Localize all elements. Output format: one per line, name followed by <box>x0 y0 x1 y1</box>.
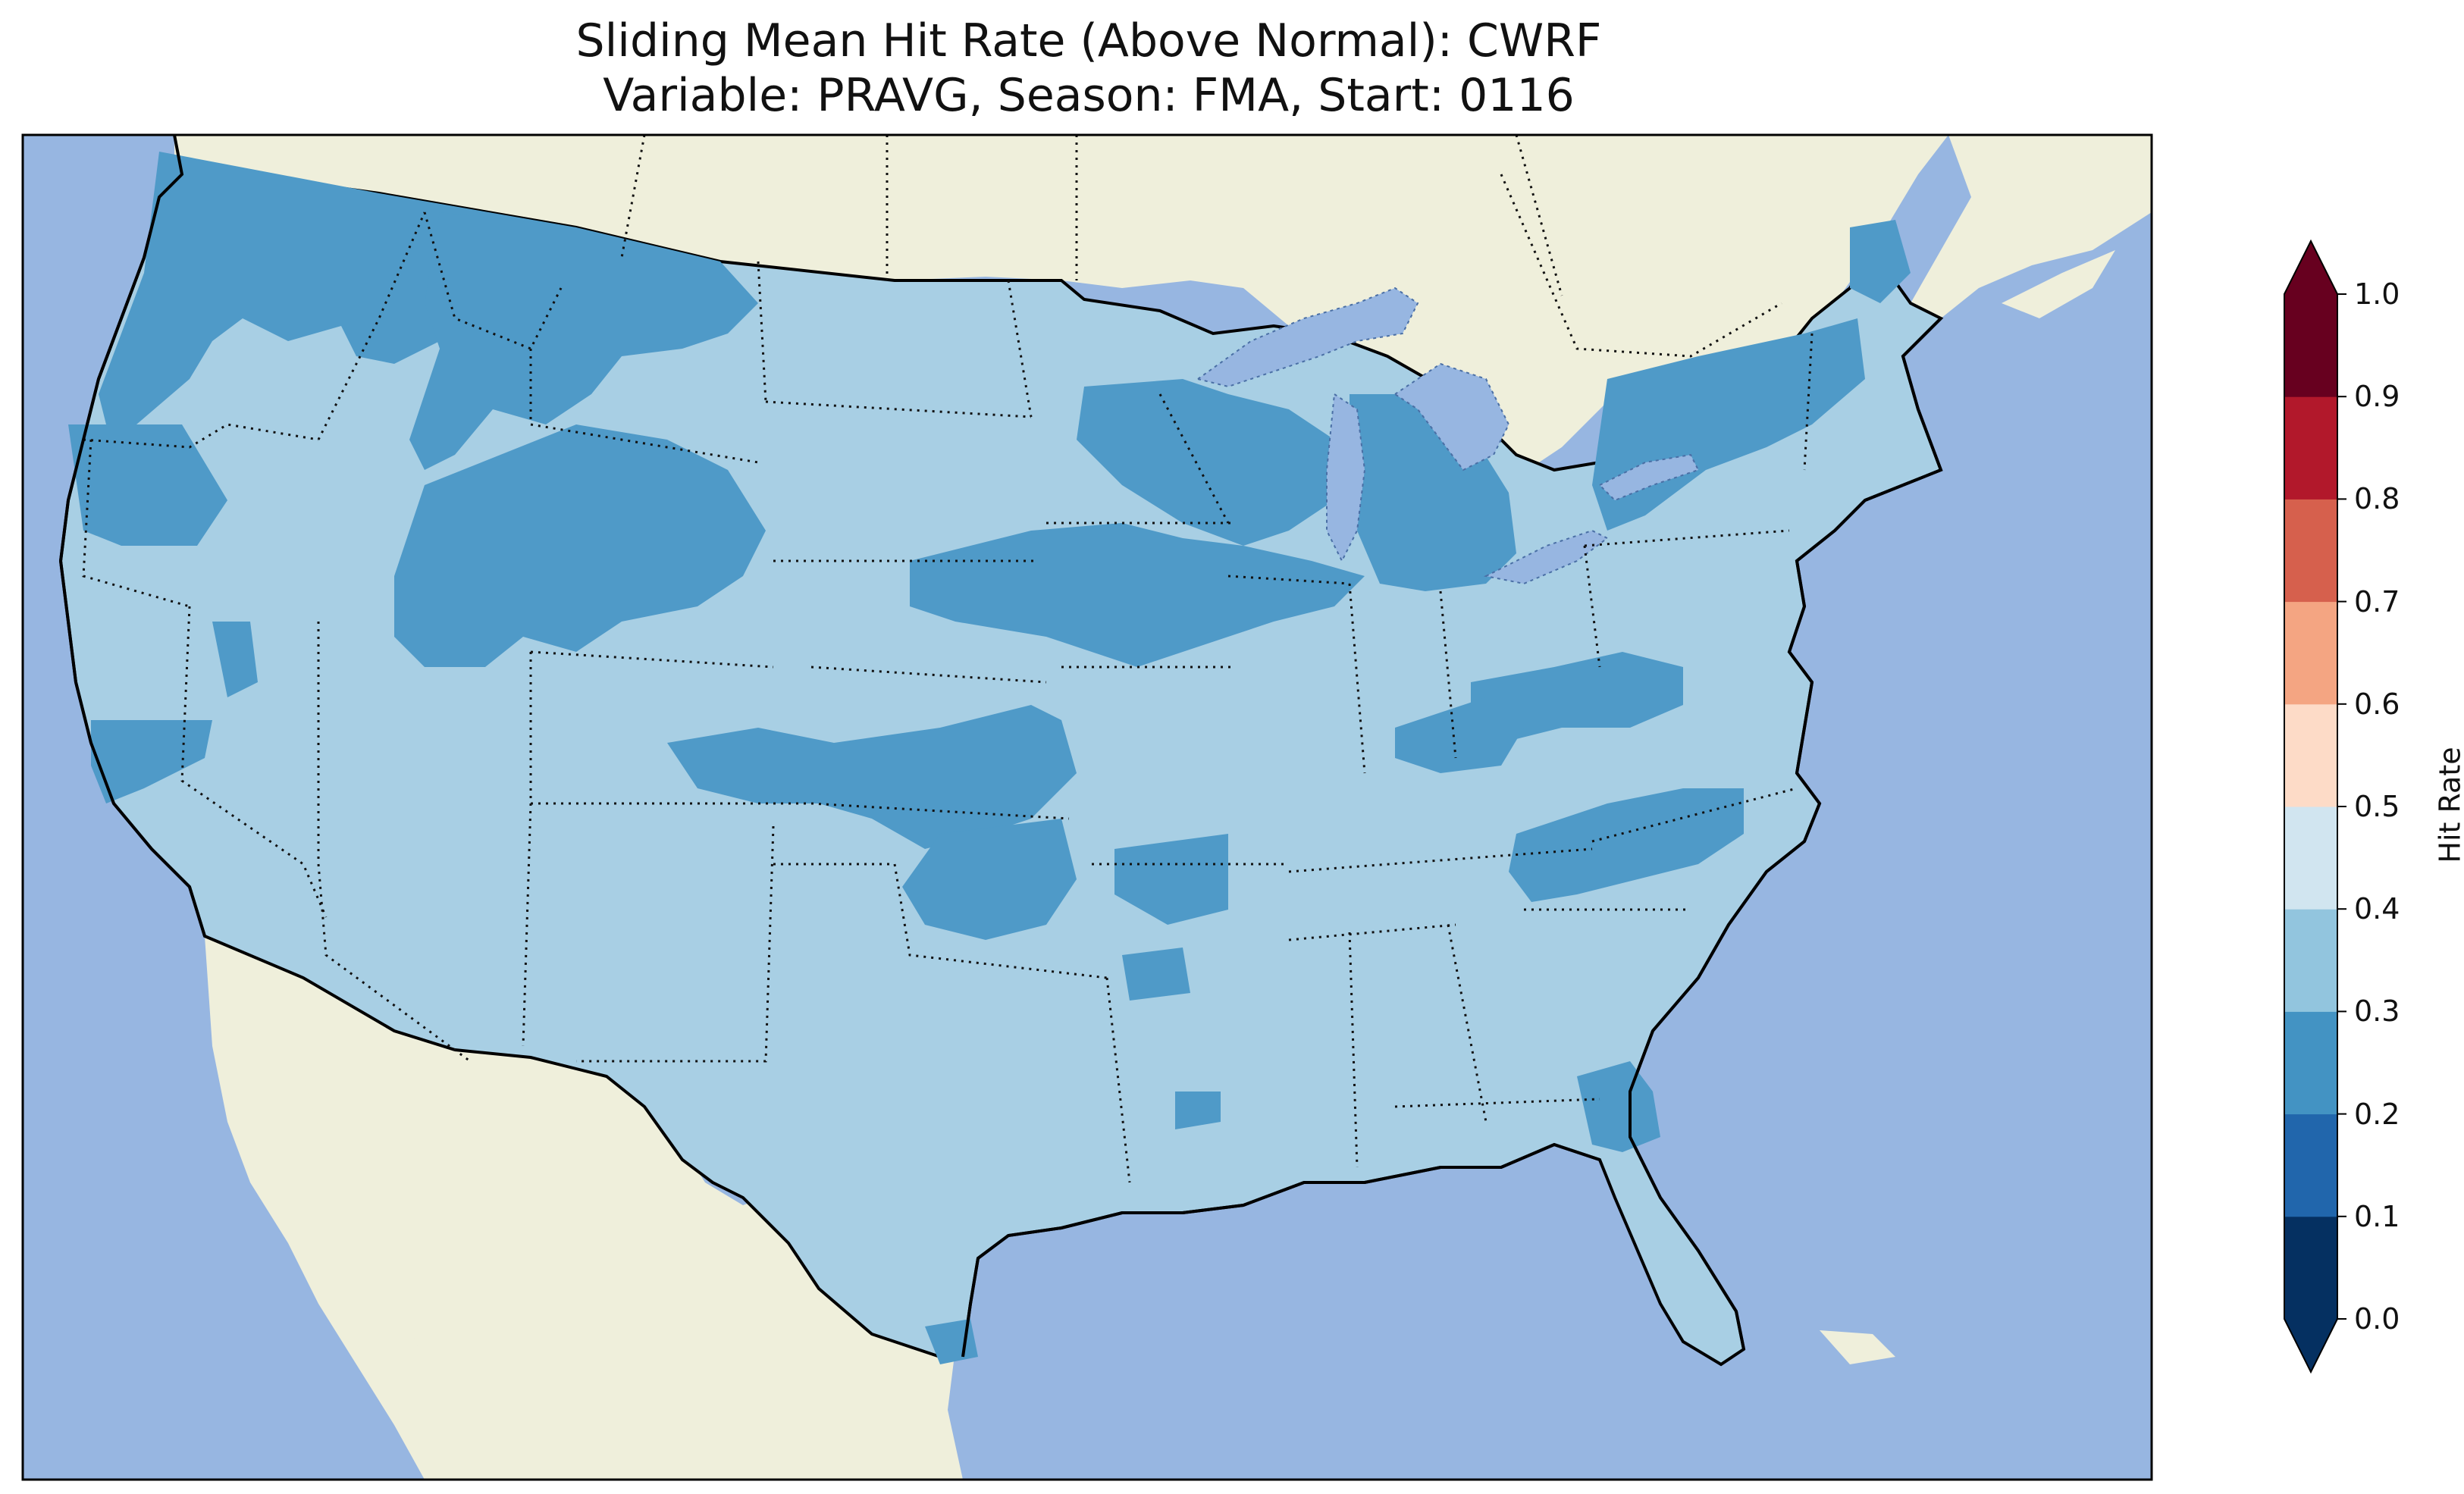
border-wi-il <box>1227 575 1350 585</box>
border-az-ca <box>317 863 471 1063</box>
border-ca-nv <box>180 606 328 918</box>
lake-michigan <box>1326 393 1366 563</box>
colorbar-segment <box>2284 294 2337 397</box>
border-ky-tn <box>1288 847 1593 873</box>
maritimes-land <box>1911 135 2152 318</box>
colorbar-segment <box>2284 703 2337 807</box>
field-patch-missouri-south <box>1122 947 1190 1001</box>
field-patch-california-east <box>212 622 258 697</box>
field-patch-oklahoma <box>902 819 1077 940</box>
colorbar-extend-over <box>2284 241 2337 294</box>
border-ks-ok <box>810 802 1070 820</box>
field-patch-nebraska-iowa <box>910 523 1365 667</box>
border-ne-ks <box>810 666 1047 684</box>
border-in-oh <box>1439 590 1457 759</box>
border-canada-east <box>1500 174 1782 358</box>
field-patch-wyoming <box>394 424 766 667</box>
colorbar-extend-under <box>2284 1319 2337 1372</box>
field-patch-idaho-montana <box>409 212 758 470</box>
colorbar-tick-label: 0.7 <box>2354 584 2400 619</box>
colorbar-tick-label: 0.8 <box>2354 482 2400 516</box>
colorbar-segment <box>2284 1113 2337 1217</box>
border-tn-ms <box>1288 923 1456 941</box>
field-patch-maine <box>1850 220 1911 303</box>
colorbar-tick-label: 0.3 <box>2354 994 2400 1029</box>
field-patch-north-carolina <box>1509 788 1744 902</box>
lake-ontario <box>1598 453 1700 502</box>
field-patch-minnesota-wisconsin <box>1077 379 1334 546</box>
border-or-ca <box>82 439 190 608</box>
border-mt-wy <box>529 349 759 464</box>
colorbar-tick-label: 0.2 <box>2354 1097 2400 1131</box>
colorbar-label: Hit Rate <box>2433 747 2464 863</box>
colorbar-tick-label: 0.6 <box>2354 687 2400 721</box>
field-patch-california-north <box>91 720 212 803</box>
map-frame <box>21 133 2153 1481</box>
field-patch-georgia-coast <box>1577 1061 1660 1152</box>
colorbar-tick-label: 0.1 <box>2354 1199 2400 1233</box>
border-canada-provinces <box>620 135 1563 296</box>
colorbar-segment <box>2284 499 2337 603</box>
border-id-mt <box>423 211 563 350</box>
colorbar-segment <box>2284 396 2337 500</box>
field-patch-colorado-kansas <box>667 705 1077 849</box>
colorbar-segment <box>2284 909 2337 1012</box>
colorbar-tick-label: 0.4 <box>2354 892 2400 926</box>
colorbar-tick-label: 0.9 <box>2354 380 2400 414</box>
border-al-ga <box>1447 924 1487 1123</box>
colorbar-segment <box>2284 1216 2337 1320</box>
canada-land <box>174 135 1948 493</box>
border-nd-mn <box>1007 280 1033 418</box>
colorbar-segment <box>2284 807 2337 910</box>
border-wa-or <box>83 423 319 449</box>
border-az-nm <box>522 803 532 1047</box>
border-nm-tx <box>576 825 775 1063</box>
border-ny-vt <box>1803 333 1814 471</box>
border-mn-wi <box>1158 393 1230 524</box>
colorbar-segment <box>2284 1011 2337 1115</box>
coastline-gulf <box>961 1142 1600 1358</box>
border-il-in <box>1348 583 1366 774</box>
baja-land <box>205 936 432 1433</box>
coastline-pacific <box>58 135 206 937</box>
lake-erie <box>1483 529 1609 585</box>
coastline-atlantic <box>1629 317 1943 1350</box>
colorbar-segment <box>2284 601 2337 705</box>
colorbar-tick-label: 0.0 <box>2354 1302 2400 1336</box>
border-ok-tx <box>773 863 1108 979</box>
map-title-line2: Variable: PRAVG, Season: FMA, Start: 011… <box>603 69 1575 122</box>
lake-huron <box>1393 362 1510 471</box>
border-va-nc <box>1591 787 1798 843</box>
cuba-land <box>1820 1330 1895 1364</box>
nova-scotia-land <box>2002 250 2115 318</box>
field-patch-ohio-valley <box>1471 652 1683 743</box>
border-oh-pa <box>1583 545 1601 668</box>
border-mt-nd <box>757 261 767 402</box>
border-wy-co <box>530 650 774 669</box>
colorbar-tick-label: 0.5 <box>2354 790 2400 823</box>
lake-superior <box>1196 287 1419 388</box>
border-ms-al <box>1348 932 1359 1168</box>
colorbar-tick-label: 1.0 <box>2354 277 2400 311</box>
border-or-id <box>317 211 426 440</box>
field-patch-oregon-coast <box>68 424 227 546</box>
field-patch-kentucky <box>1395 697 1524 773</box>
border-nd-sd <box>765 400 1032 418</box>
field-patch-louisiana <box>1175 1092 1221 1129</box>
map-title-line1: Sliding Mean Hit Rate (Above Normal): CW… <box>575 14 1602 67</box>
field-patch-arkansas <box>1114 834 1228 925</box>
